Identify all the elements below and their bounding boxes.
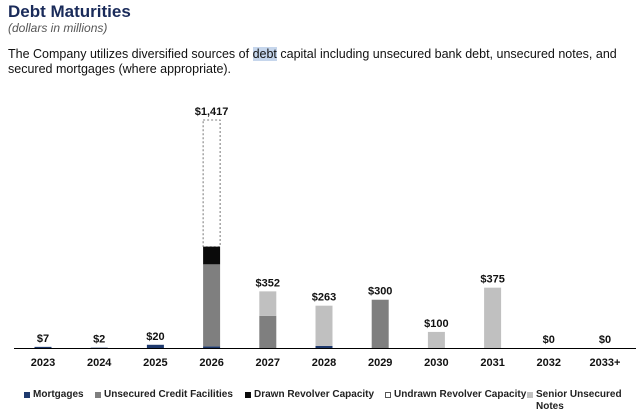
total-label-2031: $375 <box>480 274 504 286</box>
bar-senior-unsecured-notes-2028 <box>315 305 333 346</box>
description-post: capital including unsecured bank debt, u… <box>8 47 617 76</box>
total-label-2030: $100 <box>424 318 448 330</box>
description-text: The Company utilizes diversified sources… <box>8 47 633 77</box>
legend-swatch-mortgages <box>24 392 30 398</box>
legend-label-drawn-revolver-capacity: Drawn Revolver Capacity <box>254 389 375 400</box>
bar-unsecured-credit-facilities-2029 <box>371 299 389 348</box>
total-label-2032: $0 <box>543 334 555 346</box>
x-tick-label-2025: 2025 <box>143 357 167 369</box>
legend-item-undrawn-revolver-capacity: Undrawn Revolver Capacity <box>385 389 526 401</box>
x-tick-label-2033: 2033+ <box>590 357 621 369</box>
legend-item-mortgages: Mortgages <box>24 389 84 401</box>
total-label-2033: $0 <box>599 334 611 346</box>
bar-mortgages-2026 <box>203 346 221 348</box>
description-highlight: debt <box>252 47 277 61</box>
description-pre: The Company utilizes diversified sources… <box>8 47 253 61</box>
legend-swatch-drawn-revolver-capacity <box>245 392 251 398</box>
legend-label-mortgages: Mortgages <box>33 389 84 400</box>
legend-label-senior-unsecured-notes: Senior Unsecured Notes <box>536 389 622 412</box>
total-label-2027: $352 <box>256 277 280 289</box>
legend-swatch-senior-unsecured-notes <box>527 392 533 398</box>
legend-label-undrawn-revolver-capacity: Undrawn Revolver Capacity <box>394 389 527 400</box>
bar-unsecured-credit-facilities-2026 <box>203 264 221 347</box>
x-tick-label-2024: 2024 <box>87 357 112 369</box>
legend-swatch-unsecured-credit-facilities <box>95 392 101 398</box>
bar-senior-unsecured-notes-2031 <box>484 287 502 348</box>
legend-item-drawn-revolver-capacity: Drawn Revolver Capacity <box>245 389 374 401</box>
legend-label-unsecured-credit-facilities: Unsecured Credit Facilities <box>104 389 233 400</box>
x-tick-label-2028: 2028 <box>312 357 336 369</box>
bar-undrawn-revolver-capacity-2026 <box>202 119 221 248</box>
legend-swatch-undrawn-revolver-capacity <box>385 392 391 398</box>
total-label-2026: $1,417 <box>195 106 229 118</box>
total-label-2029: $300 <box>368 286 392 298</box>
bar-drawn-revolver-capacity-2026 <box>203 246 221 265</box>
x-tick-label-2027: 2027 <box>256 357 280 369</box>
x-tick-label-2029: 2029 <box>368 357 392 369</box>
bar-senior-unsecured-notes-2030 <box>427 331 445 348</box>
legend-item-senior-unsecured-notes: Senior Unsecured Notes <box>527 389 628 413</box>
bar-mortgages-2023 <box>34 346 52 348</box>
bar-mortgages-2028 <box>315 345 333 348</box>
bar-mortgages-2025 <box>146 344 164 348</box>
x-tick-label-2026: 2026 <box>199 357 223 369</box>
x-tick-label-2031: 2031 <box>480 357 504 369</box>
bar-unsecured-credit-facilities-2027 <box>259 315 277 348</box>
chart-subtitle: (dollars in millions) <box>8 21 108 35</box>
x-tick-label-2023: 2023 <box>31 357 55 369</box>
total-label-2024: $2 <box>93 334 105 346</box>
chart-title: Debt Maturities <box>8 2 131 21</box>
total-label-2023: $7 <box>37 333 49 345</box>
total-label-2028: $263 <box>312 292 336 304</box>
x-tick-label-2030: 2030 <box>424 357 448 369</box>
legend-item-unsecured-credit-facilities: Unsecured Credit Facilities <box>95 389 233 401</box>
bar-senior-unsecured-notes-2027 <box>259 291 277 316</box>
total-label-2025: $20 <box>146 331 164 343</box>
x-tick-label-2032: 2032 <box>537 357 561 369</box>
